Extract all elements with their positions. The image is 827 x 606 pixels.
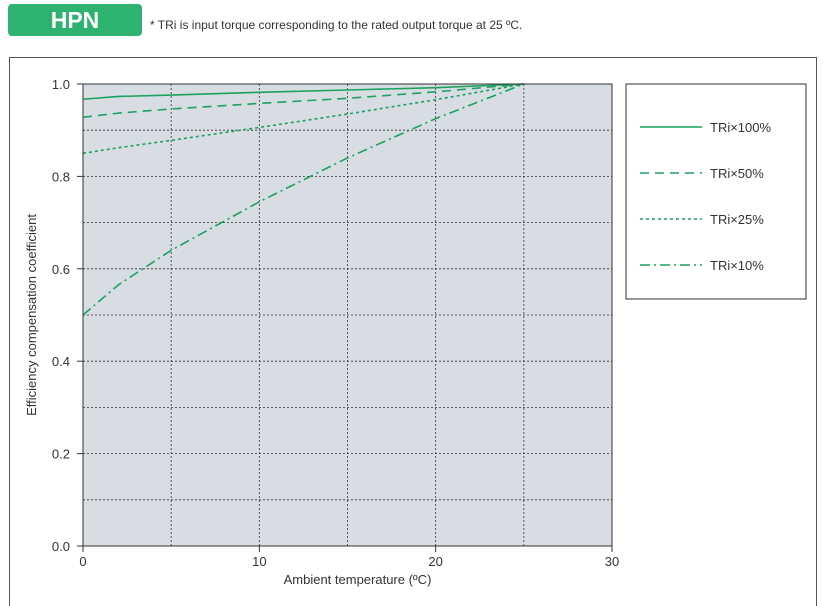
y-axis-label: Efficiency compensation coefficient xyxy=(24,214,39,416)
x-tick-label: 0 xyxy=(79,554,86,569)
y-tick-labels: 0.0 0.2 0.4 0.6 0.8 1.0 xyxy=(52,77,83,554)
y-tick-label: 0.0 xyxy=(52,539,70,554)
legend-label-4: TRi×10% xyxy=(710,258,764,273)
x-tick-label: 30 xyxy=(605,554,619,569)
hpn-badge: HPN xyxy=(8,4,142,36)
chart-frame xyxy=(9,57,817,606)
series-line-4 xyxy=(82,83,525,316)
x-tick-labels: 0 10 20 30 xyxy=(79,546,619,569)
plot-border xyxy=(82,83,613,547)
legend: TRi×100% TRi×50% TRi×25% TRi×10% xyxy=(625,83,807,300)
y-tick-label: 0.2 xyxy=(52,447,70,462)
x-tick-label: 10 xyxy=(252,554,266,569)
legend-label-2: TRi×50% xyxy=(710,166,764,181)
y-tick-label: 1.0 xyxy=(52,77,70,92)
series-line-2 xyxy=(82,83,524,119)
grid-lines xyxy=(83,84,612,546)
x-tick-label: 20 xyxy=(428,554,442,569)
y-tick-label: 0.4 xyxy=(52,354,70,369)
legend-label-3: TRi×25% xyxy=(710,212,764,227)
series-line-3 xyxy=(82,83,524,155)
legend-label-1: TRi×100% xyxy=(710,120,771,135)
series-line-1 xyxy=(82,83,524,101)
y-tick-label: 0.6 xyxy=(52,262,70,277)
legend-box xyxy=(625,83,807,300)
torque-note: * TRi is input torque corresponding to t… xyxy=(150,18,523,32)
y-tick-label: 0.8 xyxy=(52,169,70,184)
x-axis-label: Ambient temperature (ºC) xyxy=(284,572,432,587)
series-layer xyxy=(82,83,525,316)
